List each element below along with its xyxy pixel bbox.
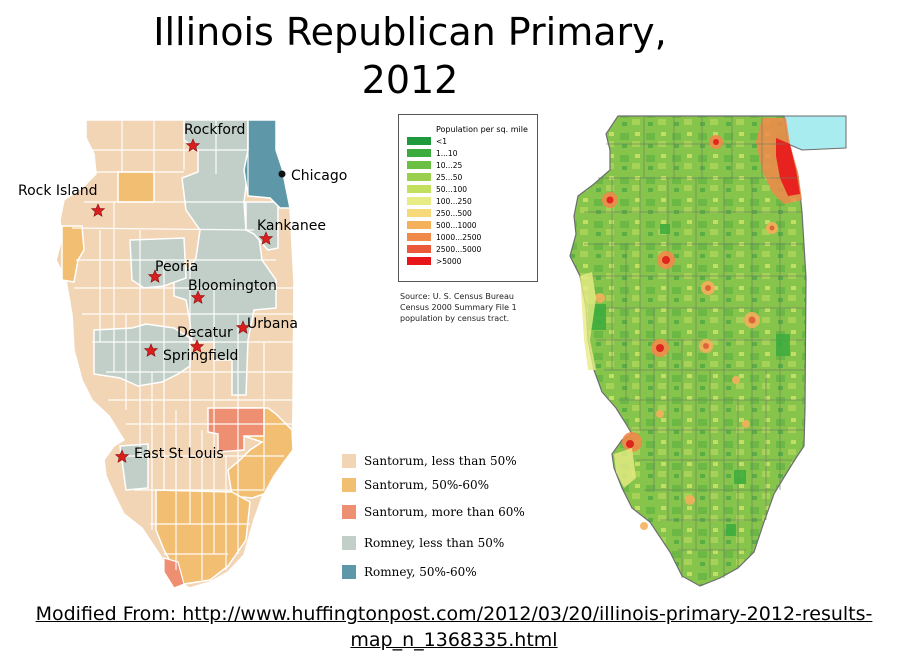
source-line-1: Source: U. S. Census Bureau	[400, 292, 514, 301]
city-markers	[90, 138, 274, 463]
river-bottomland-south	[614, 448, 636, 488]
pop-legend-label: 250...500	[436, 208, 472, 218]
title-line-1: Illinois Republican Primary,	[153, 10, 667, 54]
pop-legend-label: 25...50	[436, 172, 463, 182]
results-legend-row: Santorum, 50%-60%	[342, 476, 489, 494]
pop-legend-label: <1	[436, 136, 448, 146]
results-swatch	[342, 454, 356, 468]
romney-region-springfield	[93, 323, 191, 387]
results-legend-label: Santorum, more than 60%	[364, 505, 525, 519]
population-legend-title: Population per sq. mile	[436, 125, 528, 134]
pop-legend-row: 10...25	[407, 160, 462, 170]
label-bloomington: Bloomington	[188, 278, 277, 294]
slide-title: Illinois Republican Primary, 2012	[130, 8, 690, 104]
results-swatch	[342, 478, 356, 492]
pop-swatch	[407, 185, 431, 193]
density-county-lines	[584, 116, 806, 578]
title-line-2: 2012	[361, 58, 459, 102]
label-springfield: Springfield	[163, 348, 238, 364]
pop-legend-row: 1000...2500	[407, 232, 481, 242]
pop-swatch	[407, 245, 431, 253]
pop-legend-label: 1000...2500	[436, 232, 482, 242]
label-chicago: Chicago	[291, 168, 347, 184]
pop-legend-label: >5000	[436, 256, 462, 266]
primary-results-map: Rockford Chicago Rock Island Kankanee Pe…	[18, 119, 347, 589]
pop-legend-row: <1	[407, 136, 447, 146]
results-legend-label: Santorum, less than 50%	[364, 454, 517, 468]
population-density-map	[569, 115, 847, 587]
star-icon-springfield	[143, 343, 159, 357]
results-legend-label: Romney, 50%-60%	[364, 565, 477, 579]
pop-legend-row: >5000	[407, 256, 461, 266]
star-icon-east-st-louis	[114, 449, 130, 463]
river-bottomland-west	[580, 272, 596, 370]
label-peoria: Peoria	[155, 259, 198, 275]
pop-swatch	[407, 221, 431, 229]
chicago-dot-icon	[278, 170, 286, 178]
results-legend-row: Romney, less than 50%	[342, 534, 504, 552]
pop-legend-label: 1...10	[436, 148, 458, 158]
santorum-50-60-rock-island	[117, 171, 155, 203]
star-icon-rockford	[185, 138, 201, 152]
source-credit[interactable]: Modified From: http://www.huffingtonpost…	[24, 601, 884, 653]
star-icon-kankakee	[258, 231, 274, 245]
results-legend-row: Santorum, less than 50%	[342, 452, 517, 470]
pop-legend-row: 50...100	[407, 184, 467, 194]
label-east-st-louis: East St Louis	[134, 446, 224, 462]
label-decatur: Decatur	[177, 325, 233, 341]
results-swatch	[342, 505, 356, 519]
results-legend-label: Santorum, 50%-60%	[364, 478, 490, 492]
credit-line-2[interactable]: map_n_1368335.html	[350, 629, 558, 651]
star-icon-decatur	[189, 339, 205, 353]
results-swatch	[342, 536, 356, 550]
results-legend-row: Romney, 50%-60%	[342, 563, 477, 581]
pop-legend-row: 2500...5000	[407, 244, 481, 254]
credit-line-1[interactable]: Modified From: http://www.huffingtonpost…	[35, 603, 873, 625]
pop-legend-label: 10...25	[436, 160, 463, 170]
star-icon-peoria	[147, 269, 163, 283]
chicago-core-density	[776, 138, 800, 196]
pop-legend-label: 100...250	[436, 196, 472, 206]
pop-legend-row: 250...500	[407, 208, 472, 218]
romney-region-chicago	[243, 119, 291, 209]
pop-swatch	[407, 233, 431, 241]
pop-legend-label: 500...1000	[436, 220, 477, 230]
results-swatch	[342, 565, 356, 579]
pop-legend-label: 2500...5000	[436, 244, 482, 254]
pop-swatch	[407, 137, 431, 145]
pop-legend-row: 500...1000	[407, 220, 477, 230]
label-urbana: Urbana	[247, 316, 298, 332]
pop-swatch	[407, 161, 431, 169]
pop-swatch	[407, 197, 431, 205]
source-line-3: population by census tract.	[400, 314, 510, 323]
results-legend-row: Santorum, more than 60%	[342, 503, 525, 521]
label-kankakee: Kankanee	[257, 218, 326, 234]
star-icon-urbana	[235, 320, 251, 334]
source-line-2: Census 2000 Summary File 1	[400, 303, 517, 312]
pop-legend-row: 1...10	[407, 148, 457, 158]
county-lines	[71, 120, 294, 580]
pop-swatch	[407, 149, 431, 157]
label-rockford: Rockford	[184, 122, 245, 138]
star-icon-bloomington	[190, 290, 206, 304]
population-legend: Population per sq. mile <1 1...10 10...2…	[398, 114, 538, 282]
pop-legend-row: 100...250	[407, 196, 472, 206]
star-icon-rock-island	[90, 203, 106, 217]
label-rock-island: Rock Island	[18, 183, 98, 199]
santorum-50-60-west	[61, 225, 85, 283]
census-source-note: Source: U. S. Census Bureau Census 2000 …	[400, 291, 540, 324]
lake-michigan	[783, 115, 847, 151]
urban-density-spots	[595, 135, 778, 530]
pop-legend-label: 50...100	[436, 184, 468, 194]
pop-swatch	[407, 257, 431, 265]
results-legend-label: Romney, less than 50%	[364, 536, 505, 550]
pop-legend-row: 25...50	[407, 172, 462, 182]
pop-swatch	[407, 173, 431, 181]
pop-swatch	[407, 209, 431, 217]
